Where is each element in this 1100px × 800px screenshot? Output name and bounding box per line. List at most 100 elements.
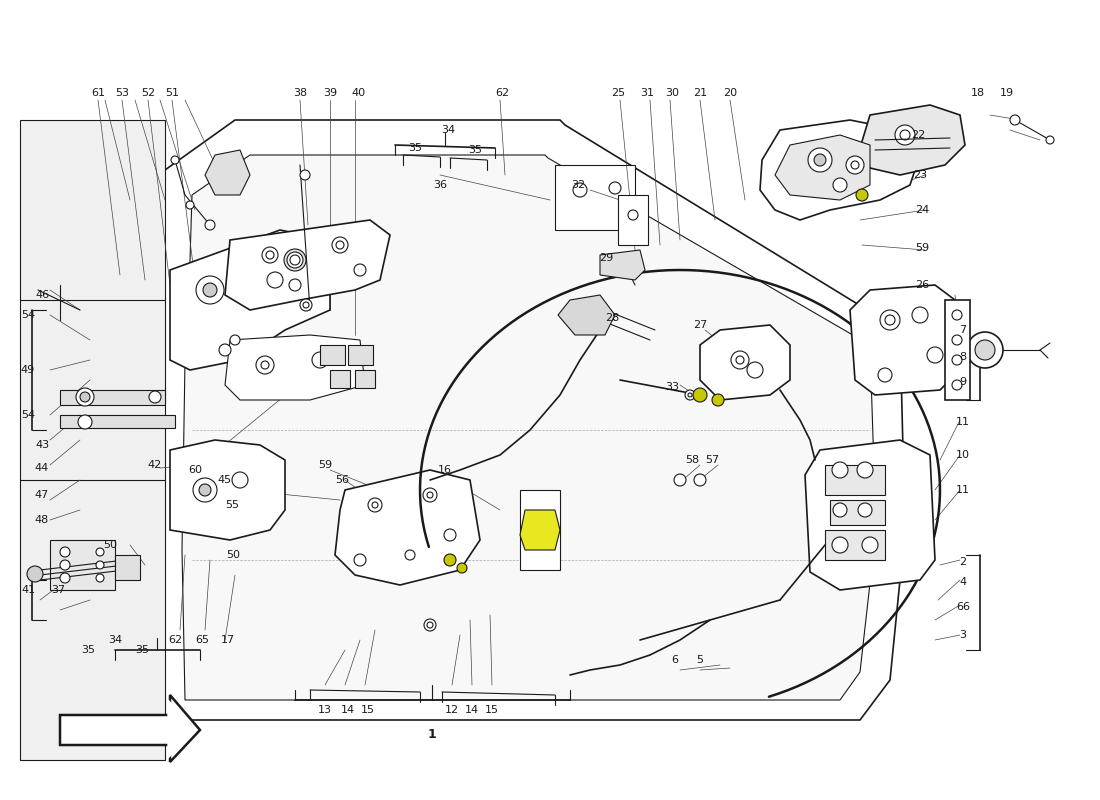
- Bar: [320, 345, 345, 365]
- Text: 5: 5: [696, 655, 704, 665]
- Circle shape: [952, 355, 962, 365]
- Bar: [116, 555, 140, 580]
- Circle shape: [912, 307, 928, 323]
- Text: 36: 36: [433, 180, 447, 190]
- Circle shape: [230, 335, 240, 345]
- Circle shape: [266, 251, 274, 259]
- Circle shape: [856, 189, 868, 201]
- Polygon shape: [60, 415, 175, 428]
- Circle shape: [186, 201, 194, 209]
- Text: 35: 35: [81, 645, 95, 655]
- Circle shape: [747, 362, 763, 378]
- Circle shape: [300, 170, 310, 180]
- Circle shape: [688, 393, 692, 397]
- Text: 34: 34: [108, 635, 122, 645]
- Circle shape: [846, 156, 864, 174]
- Circle shape: [424, 488, 437, 502]
- Circle shape: [354, 554, 366, 566]
- Text: 42: 42: [147, 460, 162, 470]
- Circle shape: [456, 563, 468, 573]
- Circle shape: [857, 462, 873, 478]
- Text: 21: 21: [693, 88, 707, 98]
- Text: 32: 32: [571, 180, 585, 190]
- Circle shape: [219, 344, 231, 356]
- Text: 38: 38: [293, 88, 307, 98]
- Polygon shape: [336, 470, 480, 585]
- Polygon shape: [182, 155, 876, 700]
- Circle shape: [952, 380, 962, 390]
- Circle shape: [427, 492, 433, 498]
- Bar: [830, 500, 886, 525]
- Circle shape: [736, 356, 744, 364]
- Text: 43: 43: [35, 440, 50, 450]
- Text: 19: 19: [1000, 88, 1014, 98]
- Circle shape: [192, 478, 217, 502]
- Circle shape: [927, 347, 943, 363]
- Bar: [330, 370, 350, 388]
- Circle shape: [170, 156, 179, 164]
- Text: 14: 14: [341, 705, 355, 715]
- Circle shape: [300, 299, 312, 311]
- Text: 9: 9: [959, 377, 967, 387]
- Circle shape: [444, 554, 456, 566]
- Circle shape: [851, 161, 859, 169]
- Circle shape: [967, 332, 1003, 368]
- Text: 50: 50: [226, 550, 240, 560]
- Text: 10: 10: [956, 450, 970, 460]
- Circle shape: [427, 622, 433, 628]
- Text: 54: 54: [21, 310, 35, 320]
- Text: 8: 8: [959, 352, 967, 362]
- Text: 56: 56: [336, 475, 349, 485]
- Circle shape: [832, 537, 848, 553]
- Text: 3: 3: [959, 630, 967, 640]
- Circle shape: [290, 255, 300, 265]
- Circle shape: [289, 279, 301, 291]
- Circle shape: [256, 356, 274, 374]
- Circle shape: [60, 560, 70, 570]
- Text: 28: 28: [605, 313, 619, 323]
- Circle shape: [444, 529, 456, 541]
- Text: 66: 66: [956, 602, 970, 612]
- Text: 35: 35: [408, 143, 422, 153]
- Polygon shape: [776, 135, 870, 200]
- Polygon shape: [20, 120, 165, 760]
- Text: 55: 55: [226, 500, 239, 510]
- Circle shape: [60, 547, 70, 557]
- Text: 33: 33: [666, 382, 679, 392]
- Circle shape: [96, 548, 104, 556]
- Text: 40: 40: [351, 88, 365, 98]
- Text: 62: 62: [168, 635, 183, 645]
- Polygon shape: [205, 150, 250, 195]
- Text: 25: 25: [610, 88, 625, 98]
- Text: 45: 45: [218, 475, 232, 485]
- Text: 29: 29: [598, 253, 613, 263]
- Circle shape: [354, 264, 366, 276]
- Polygon shape: [558, 295, 615, 335]
- Text: 61: 61: [91, 88, 104, 98]
- Text: 44: 44: [35, 463, 50, 473]
- Circle shape: [609, 182, 622, 194]
- Circle shape: [952, 335, 962, 345]
- Text: 4: 4: [959, 577, 967, 587]
- Text: 52: 52: [141, 88, 155, 98]
- Circle shape: [262, 247, 278, 263]
- Text: 27: 27: [693, 320, 707, 330]
- Text: 7: 7: [959, 325, 967, 335]
- Bar: [618, 195, 648, 245]
- Circle shape: [76, 388, 94, 406]
- Circle shape: [332, 237, 348, 253]
- Text: 34: 34: [441, 125, 455, 135]
- Circle shape: [621, 256, 639, 274]
- Bar: [355, 370, 375, 388]
- Text: eurocartool: eurocartool: [163, 314, 453, 358]
- Text: 35: 35: [468, 145, 482, 155]
- Text: 18: 18: [971, 88, 986, 98]
- Polygon shape: [805, 440, 935, 590]
- Circle shape: [833, 178, 847, 192]
- Text: 54: 54: [21, 410, 35, 420]
- Polygon shape: [520, 510, 560, 550]
- Polygon shape: [65, 700, 196, 758]
- Circle shape: [862, 537, 878, 553]
- Circle shape: [858, 503, 872, 517]
- Text: 39: 39: [323, 88, 337, 98]
